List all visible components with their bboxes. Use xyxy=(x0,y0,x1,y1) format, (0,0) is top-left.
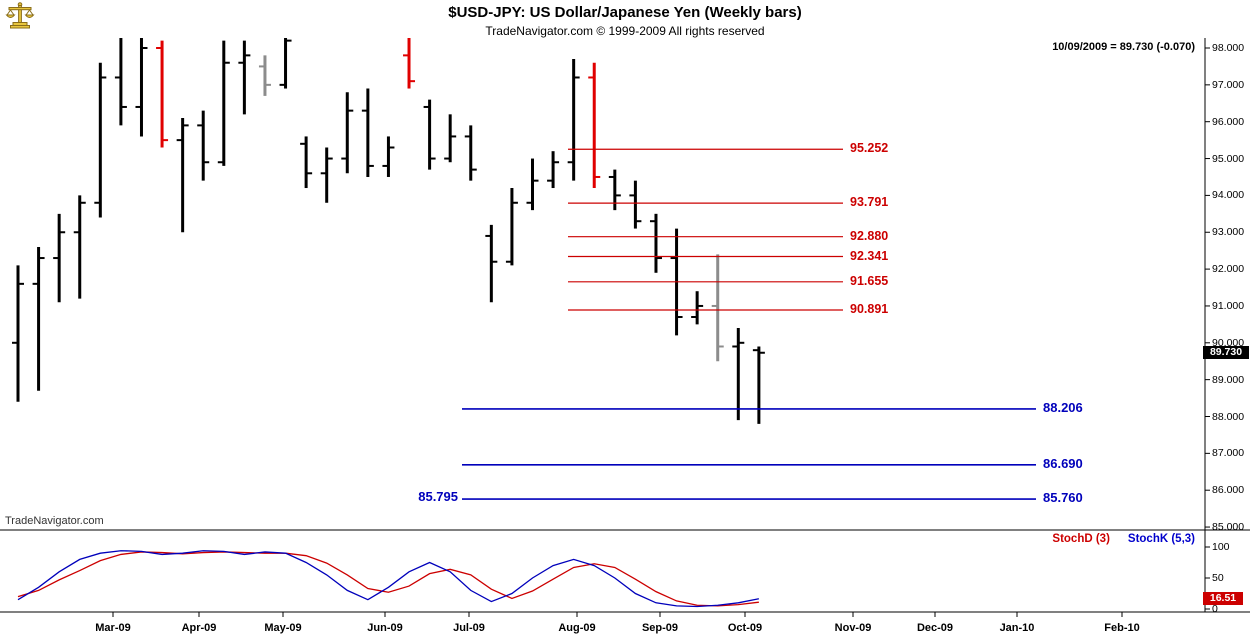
support-level-label: 85.760 xyxy=(1043,490,1083,506)
last-quote-info: 10/09/2009 = 89.730 (-0.070) xyxy=(1052,41,1195,53)
price-axis-label: 89.000 xyxy=(1212,373,1245,386)
x-axis-month-label: Dec-09 xyxy=(916,622,954,634)
chart-title: $USD-JPY: US Dollar/Japanese Yen (Weekly… xyxy=(448,4,802,21)
x-axis-month-label: May-09 xyxy=(264,622,302,634)
current-price-tag: 89.730 xyxy=(1203,345,1249,359)
price-axis-label: 97.000 xyxy=(1212,78,1245,91)
resistance-level-label: 93.791 xyxy=(850,195,889,210)
stoch-legend: StochD (3) StochK (5,3) xyxy=(1052,533,1195,545)
price-axis-label: 86.000 xyxy=(1212,484,1245,497)
resistance-level-label: 92.341 xyxy=(850,248,889,263)
x-axis-month-label: Feb-10 xyxy=(1104,622,1140,634)
x-axis-month-label: Nov-09 xyxy=(834,622,872,634)
price-axis-label: 93.000 xyxy=(1212,226,1245,239)
resistance-level-label: 90.891 xyxy=(850,301,889,316)
stochk-line xyxy=(17,550,760,608)
stoch-axis-label: 0 xyxy=(1212,603,1218,615)
stochd-line xyxy=(17,551,759,607)
resistance-level-label: 91.655 xyxy=(850,273,889,288)
x-axis-month-label: Aug-09 xyxy=(558,622,596,634)
x-axis-month-label: Jul-09 xyxy=(453,622,485,634)
support-level-left-label: 85.795 xyxy=(418,488,458,504)
price-axis-label: 88.000 xyxy=(1212,410,1245,423)
price-axis-label: 85.000 xyxy=(1212,521,1245,534)
price-bars xyxy=(12,38,765,424)
support-level-label: 88.206 xyxy=(1043,399,1083,415)
price-axis-label: 95.000 xyxy=(1212,152,1245,165)
price-axis-label: 96.000 xyxy=(1212,115,1245,128)
stochk-legend-label[interactable]: StochK (5,3) xyxy=(1127,533,1195,545)
stoch-axis-label: 50 xyxy=(1212,572,1224,584)
stoch-current-value-tag: 16.51 xyxy=(1203,591,1243,605)
watermark: TradeNavigator.com xyxy=(5,515,104,527)
stoch-axis-label: 100 xyxy=(1212,541,1230,553)
price-axis-label: 91.000 xyxy=(1212,299,1245,312)
price-axis-label: 87.000 xyxy=(1212,447,1245,460)
x-axis-month-label: Mar-09 xyxy=(95,622,131,634)
trade-navigator-logo-icon[interactable] xyxy=(4,2,36,32)
support-level-label: 86.690 xyxy=(1043,455,1083,471)
resistance-level-label: 92.880 xyxy=(850,228,889,243)
x-axis-month-label: Jun-09 xyxy=(367,622,403,634)
x-axis-month-label: Jan-10 xyxy=(999,622,1035,634)
x-axis-month-label: Oct-09 xyxy=(727,622,763,634)
x-axis-month-label: Apr-09 xyxy=(181,622,217,634)
chart-subtitle: TradeNavigator.com © 1999-2009 All right… xyxy=(485,24,765,38)
price-axis-label: 98.000 xyxy=(1212,42,1245,54)
price-axis-label: 94.000 xyxy=(1212,189,1245,202)
price-axis-label: 92.000 xyxy=(1212,263,1245,276)
stochd-legend-label[interactable]: StochD (3) xyxy=(1052,533,1110,545)
x-axis-month-label: Sep-09 xyxy=(641,622,679,634)
resistance-level-label: 95.252 xyxy=(850,141,889,156)
